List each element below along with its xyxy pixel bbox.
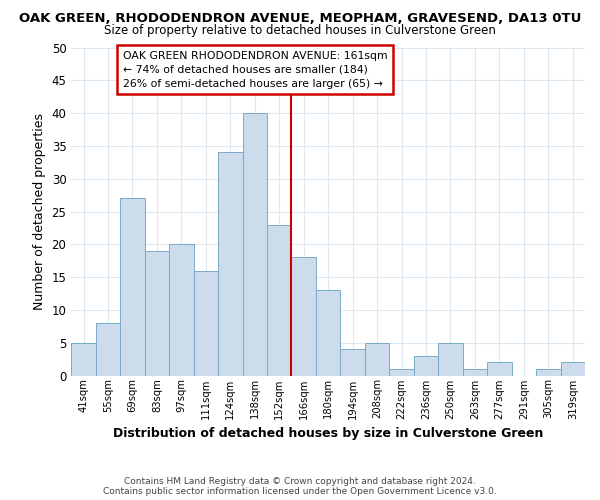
Bar: [438, 342, 463, 376]
Bar: [71, 342, 96, 376]
Text: Size of property relative to detached houses in Culverstone Green: Size of property relative to detached ho…: [104, 24, 496, 37]
Bar: [316, 290, 340, 376]
Y-axis label: Number of detached properties: Number of detached properties: [33, 113, 46, 310]
Bar: [389, 369, 414, 376]
Bar: [145, 251, 169, 376]
X-axis label: Distribution of detached houses by size in Culverstone Green: Distribution of detached houses by size …: [113, 427, 544, 440]
Bar: [560, 362, 585, 376]
Bar: [536, 369, 560, 376]
Bar: [218, 152, 242, 376]
Bar: [365, 342, 389, 376]
Bar: [267, 224, 292, 376]
Bar: [487, 362, 512, 376]
Bar: [194, 270, 218, 376]
Bar: [96, 323, 120, 376]
Bar: [242, 113, 267, 376]
Bar: [292, 258, 316, 376]
Text: Contains HM Land Registry data © Crown copyright and database right 2024.
Contai: Contains HM Land Registry data © Crown c…: [103, 476, 497, 496]
Text: OAK GREEN, RHODODENDRON AVENUE, MEOPHAM, GRAVESEND, DA13 0TU: OAK GREEN, RHODODENDRON AVENUE, MEOPHAM,…: [19, 12, 581, 26]
Bar: [414, 356, 438, 376]
Bar: [169, 244, 194, 376]
Bar: [120, 198, 145, 376]
Text: OAK GREEN RHODODENDRON AVENUE: 161sqm
← 74% of detached houses are smaller (184): OAK GREEN RHODODENDRON AVENUE: 161sqm ← …: [122, 51, 387, 89]
Bar: [340, 350, 365, 376]
Bar: [463, 369, 487, 376]
